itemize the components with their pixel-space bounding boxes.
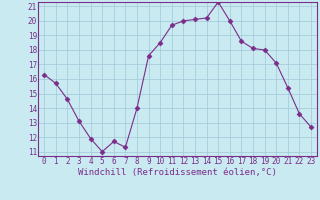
X-axis label: Windchill (Refroidissement éolien,°C): Windchill (Refroidissement éolien,°C)	[78, 168, 277, 177]
